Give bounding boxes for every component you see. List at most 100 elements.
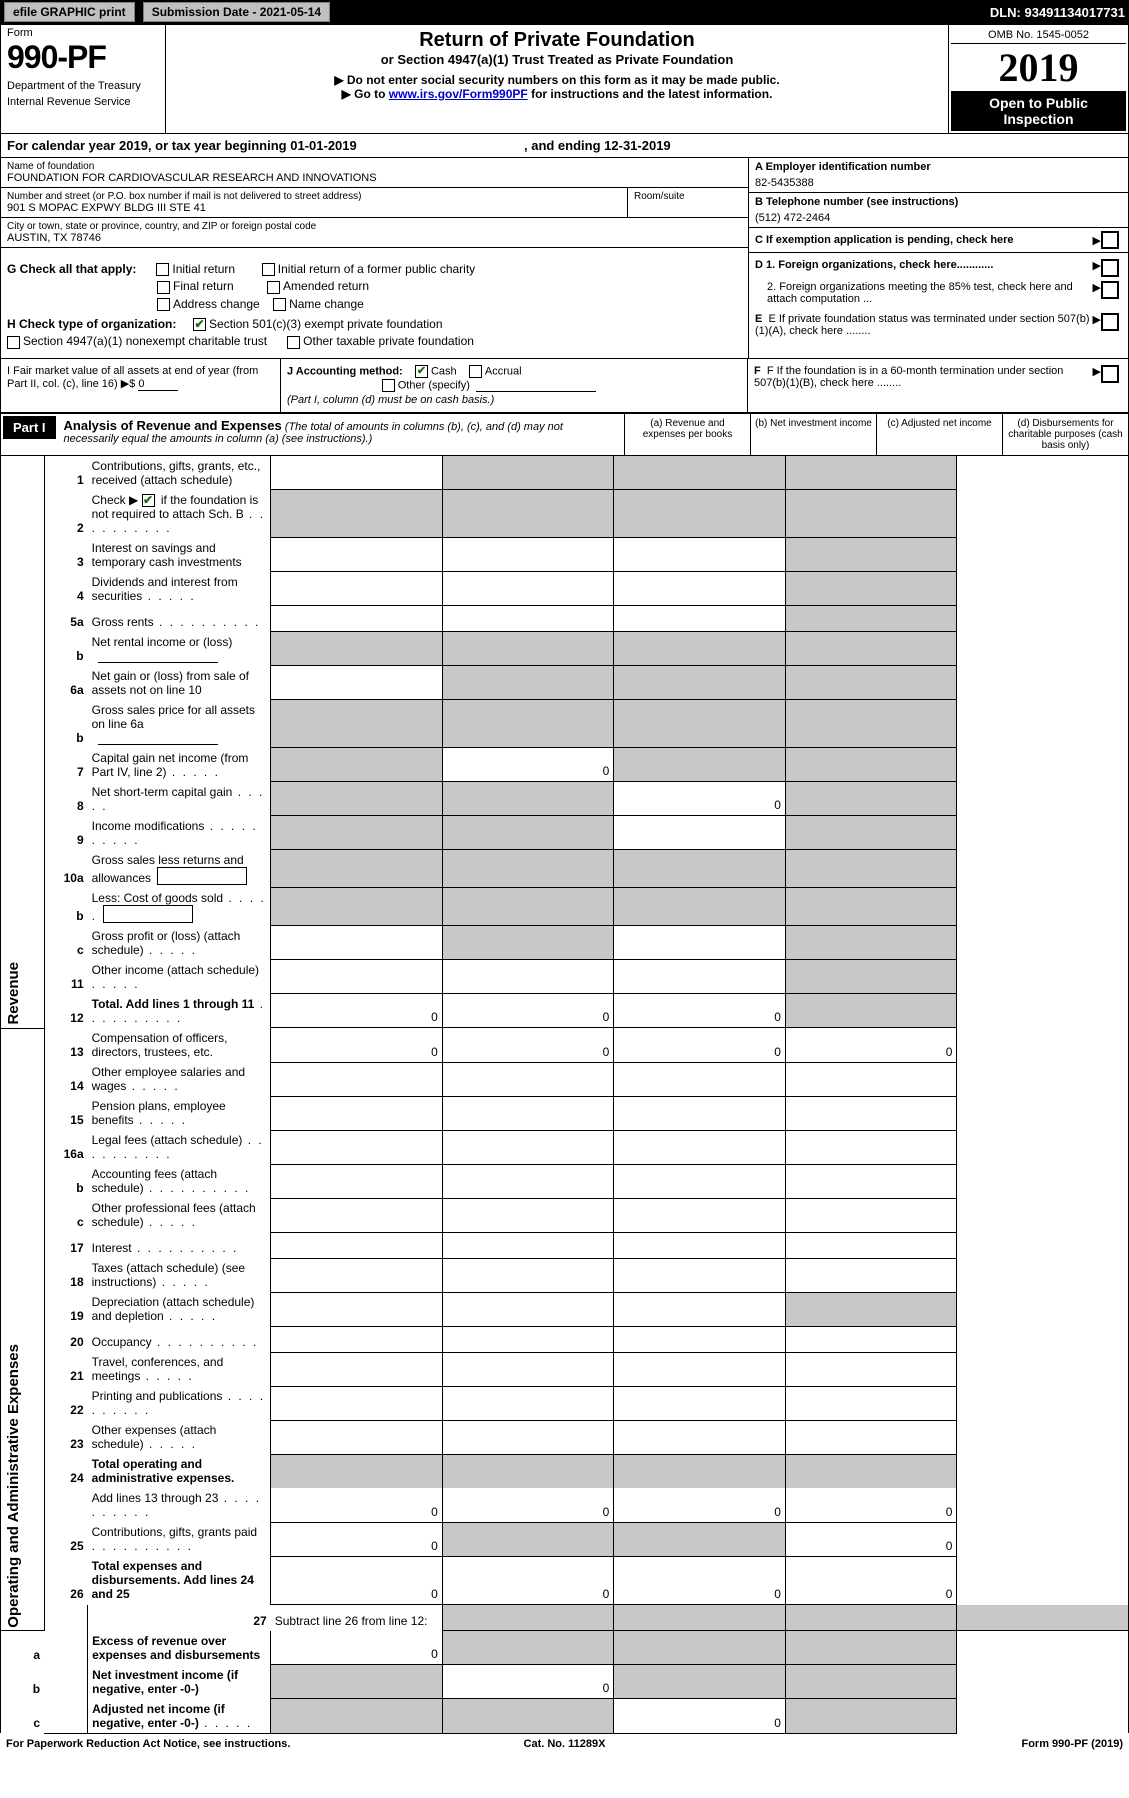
ein-label: A Employer identification number	[755, 161, 1122, 173]
l24c-v: 0	[614, 1488, 786, 1522]
addr-label: Number and street (or P.O. box number if…	[7, 191, 621, 202]
l11: Other income (attach schedule)	[92, 963, 259, 977]
l6b: Gross sales price for all assets on line…	[92, 703, 255, 731]
footer-cat: Cat. No. 11289X	[378, 1738, 750, 1750]
arrow-icon: ▶	[1093, 281, 1101, 294]
l13c: 0	[614, 1028, 786, 1062]
l2a: Check ▶	[92, 493, 139, 507]
top-bar: efile GRAPHIC print Submission Date - 20…	[0, 0, 1129, 24]
i-label: I Fair market value of all assets at end…	[7, 365, 258, 390]
g1: Initial return	[172, 262, 235, 276]
dept-treasury: Department of the Treasury	[7, 80, 159, 92]
arrow-icon: ▶	[1093, 313, 1101, 326]
expenses-label: Operating and Administrative Expenses	[5, 1344, 22, 1628]
checkbox-other-method[interactable]	[382, 379, 395, 392]
ijf-row: I Fair market value of all assets at end…	[0, 359, 1129, 413]
l26a: 0	[271, 1556, 443, 1604]
foundation-name: FOUNDATION FOR CARDIOVASCULAR RESEARCH A…	[7, 172, 742, 184]
checkbox-other-taxable[interactable]	[287, 336, 300, 349]
entity-info: Name of foundation FOUNDATION FOR CARDIO…	[0, 158, 1129, 253]
note2-suffix: for instructions and the latest informat…	[528, 87, 773, 101]
c-label: C If exemption application is pending, c…	[755, 234, 1093, 246]
form-subtitle: or Section 4947(a)(1) Trust Treated as P…	[174, 52, 940, 67]
l24a-v: 0	[271, 1488, 443, 1522]
ein-cell: A Employer identification number 82-5435…	[749, 158, 1128, 193]
revenue-label: Revenue	[5, 962, 22, 1025]
phone-label: B Telephone number (see instructions)	[755, 196, 1122, 208]
l3: Interest on savings and temporary cash i…	[88, 538, 271, 572]
part1-title: Analysis of Revenue and Expenses	[64, 418, 282, 433]
l27a: Excess of revenue over expenses and disb…	[92, 1634, 260, 1662]
form-header: Form 990-PF Department of the Treasury I…	[0, 24, 1129, 134]
h3: Other taxable private foundation	[303, 334, 474, 348]
city-cell: City or town, state or province, country…	[1, 218, 748, 248]
l27c-v: 0	[614, 1699, 786, 1734]
checkbox-address-change[interactable]	[157, 298, 170, 311]
h2: Section 4947(a)(1) nonexempt charitable …	[23, 334, 267, 348]
checkbox-final-return[interactable]	[157, 281, 170, 294]
checkbox-501c3[interactable]	[193, 318, 206, 331]
checkbox-d2[interactable]	[1101, 281, 1119, 299]
col-c-head: (c) Adjusted net income	[876, 414, 1002, 455]
checkbox-cash[interactable]	[415, 365, 428, 378]
cal-begin: 01-01-2019	[290, 138, 357, 153]
d2: 2. Foreign organizations meeting the 85%…	[755, 281, 1093, 305]
checkbox-initial-former[interactable]	[262, 263, 275, 276]
room-label: Room/suite	[634, 191, 742, 202]
phone-cell: B Telephone number (see instructions) (5…	[749, 193, 1128, 228]
checkbox-accrual[interactable]	[469, 365, 482, 378]
form990pf-link[interactable]: www.irs.gov/Form990PF	[389, 87, 528, 101]
page-footer: For Paperwork Reduction Act Notice, see …	[0, 1734, 1129, 1754]
checkbox-d1[interactable]	[1101, 259, 1119, 277]
h1: Section 501(c)(3) exempt private foundat…	[209, 317, 442, 331]
submission-date: Submission Date - 2021-05-14	[143, 2, 330, 22]
i-val: 0	[138, 378, 178, 391]
efile-button[interactable]: efile GRAPHIC print	[4, 2, 135, 22]
omb-number: OMB No. 1545-0052	[951, 27, 1126, 44]
calendar-year-row: For calendar year 2019, or tax year begi…	[0, 134, 1129, 158]
open-public: Open to Public Inspection	[951, 91, 1126, 131]
ein: 82-5435388	[755, 177, 1122, 189]
l24: Total operating and administrative expen…	[92, 1457, 235, 1485]
note-link: ▶ Go to www.irs.gov/Form990PF for instru…	[174, 87, 940, 101]
col-a-head: (a) Revenue and expenses per books	[624, 414, 750, 455]
l26d: 0	[785, 1556, 957, 1604]
part1-label: Part I	[3, 416, 56, 439]
l12b: 0	[442, 994, 614, 1028]
checkbox-name-change[interactable]	[273, 298, 286, 311]
col-b-head: (b) Net investment income	[750, 414, 876, 455]
checkbox-4947[interactable]	[7, 336, 20, 349]
l8c: 0	[614, 782, 786, 816]
g-label: G Check all that apply:	[7, 262, 136, 276]
l1: Contributions, gifts, grants, etc., rece…	[88, 456, 271, 490]
l25: Contributions, gifts, grants paid	[92, 1525, 257, 1539]
check-section: G Check all that apply: Initial return I…	[0, 253, 1129, 359]
g2: Initial return of a former public charit…	[278, 262, 475, 276]
d1: D 1. Foreign organizations, check here..…	[755, 259, 993, 271]
form-label: Form	[7, 27, 159, 39]
checkbox-c[interactable]	[1101, 231, 1119, 249]
tax-year: 2019	[951, 44, 1126, 91]
l5a: Gross rents	[92, 615, 154, 629]
l10b: Less: Cost of goods sold	[92, 891, 223, 905]
cal-a: For calendar year 2019, or tax year begi…	[7, 138, 290, 153]
l6a: Net gain or (loss) from sale of assets n…	[88, 666, 271, 700]
i-cell: I Fair market value of all assets at end…	[1, 359, 281, 412]
exemption-pending-cell: C If exemption application is pending, c…	[749, 228, 1128, 253]
l24b: Add lines 13 through 23	[92, 1491, 219, 1505]
checkbox-schb[interactable]	[142, 494, 155, 507]
city-label: City or town, state or province, country…	[7, 221, 742, 232]
arrow-icon: ▶	[1093, 259, 1101, 272]
cal-end: 12-31-2019	[604, 138, 671, 153]
checkbox-initial-return[interactable]	[156, 263, 169, 276]
room-cell: Room/suite	[628, 188, 748, 218]
checkbox-amended[interactable]	[267, 281, 280, 294]
checkbox-e[interactable]	[1101, 313, 1119, 331]
footer-left: For Paperwork Reduction Act Notice, see …	[6, 1738, 378, 1750]
l27b-v: 0	[442, 1665, 614, 1699]
l26c: 0	[614, 1556, 786, 1604]
name-label: Name of foundation	[7, 161, 742, 172]
g3: Final return	[173, 279, 234, 293]
l9: Income modifications	[92, 819, 205, 833]
checkbox-f[interactable]	[1101, 365, 1119, 383]
